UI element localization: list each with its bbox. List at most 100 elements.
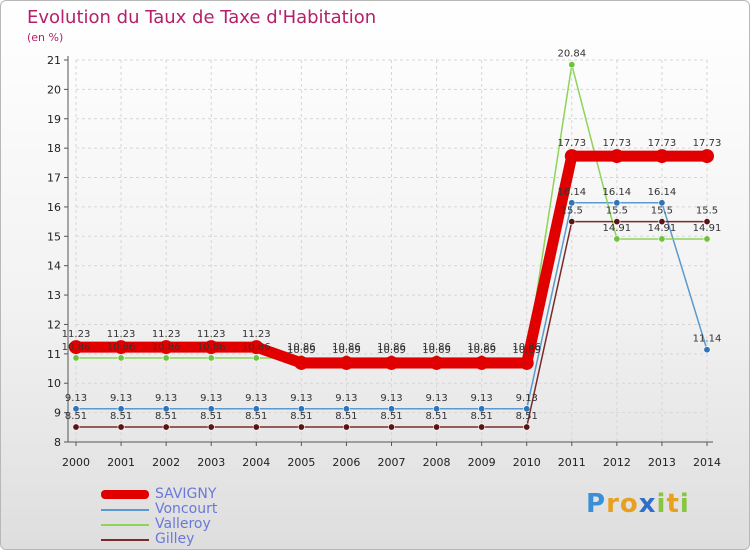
y-tick-label-21: 21 (47, 54, 61, 67)
logo-letter: P (586, 489, 607, 519)
data-label-valleroy-2009: 10.86 (467, 342, 496, 353)
data-label-gilley-2000: 8.51 (65, 411, 87, 422)
legend-swatch-valleroy (101, 523, 149, 526)
point-gilley-2006 (342, 423, 350, 431)
point-voncourt-2010 (523, 405, 531, 413)
data-label-voncourt-2002: 9.13 (155, 393, 177, 404)
point-gilley-2001 (117, 423, 125, 431)
x-tick-label-2006: 2006 (332, 456, 360, 469)
point-savigny-2008 (429, 355, 444, 370)
point-gilley-2010 (523, 423, 531, 431)
logo-letter: r (606, 489, 620, 519)
x-tick-label-2004: 2004 (242, 456, 270, 469)
data-label-savigny-2003: 11.23 (197, 329, 226, 340)
point-gilley-2013 (658, 218, 666, 226)
x-tick-label-2011: 2011 (558, 456, 586, 469)
point-voncourt-2012 (613, 199, 621, 207)
data-label-savigny-2013: 17.73 (648, 138, 677, 149)
data-label-savigny-2012: 17.73 (603, 138, 632, 149)
data-label-valleroy-2011: 20.84 (557, 49, 586, 60)
x-tick-label-2008: 2008 (423, 456, 451, 469)
data-label-gilley-2013: 15.5 (651, 206, 673, 217)
point-savigny-2003 (204, 340, 219, 355)
legend-item-gilley: Gilley (101, 532, 217, 547)
point-valleroy-2011 (568, 61, 576, 69)
point-valleroy-2000 (72, 354, 80, 362)
point-valleroy-2004 (252, 354, 260, 362)
point-voncourt-2007 (387, 405, 395, 413)
data-label-valleroy-2012: 14.91 (603, 223, 632, 234)
data-label-voncourt-2010: 9.13 (516, 393, 538, 404)
chart-legend: SAVIGNY Voncourt Valleroy Gilley (101, 487, 217, 547)
point-valleroy-2013 (658, 235, 666, 243)
y-tick-label-14: 14 (47, 260, 61, 273)
y-tick-label-18: 18 (47, 142, 61, 155)
point-savigny-2010 (519, 355, 534, 370)
legend-label-valleroy: Valleroy (155, 516, 211, 532)
legend-swatch-voncourt (101, 508, 149, 511)
legend-swatch-savigny (101, 490, 149, 499)
point-valleroy-2003 (207, 354, 215, 362)
point-voncourt-2002 (162, 405, 170, 413)
data-label-gilley-2010: 8.51 (516, 411, 538, 422)
data-label-voncourt-2005: 9.13 (290, 393, 312, 404)
point-savigny-2000 (69, 340, 83, 355)
point-gilley-2007 (387, 423, 395, 431)
data-label-savigny-2002: 11.23 (152, 329, 181, 340)
data-label-savigny-2000: 11.23 (62, 329, 91, 340)
y-tick-label-15: 15 (47, 230, 61, 243)
x-tick-label-2001: 2001 (107, 456, 135, 469)
point-savigny-2002 (159, 340, 174, 355)
chart-title: Evolution du Taux de Taxe d'Habitation (27, 7, 377, 28)
point-voncourt-2011 (568, 199, 576, 207)
logo-letter: i (679, 489, 690, 519)
point-savigny-2004 (249, 340, 264, 355)
point-voncourt-2003 (207, 405, 215, 413)
legend-item-valleroy: Valleroy (101, 517, 217, 532)
data-label-savigny-2009: 10.69 (467, 345, 496, 356)
data-label-valleroy-2005: 10.86 (287, 342, 316, 353)
data-label-savigny-2001: 11.23 (107, 329, 136, 340)
data-label-voncourt-2009: 9.13 (471, 393, 493, 404)
point-valleroy-2014 (703, 235, 711, 243)
data-label-voncourt-2004: 9.13 (245, 393, 267, 404)
point-gilley-2004 (252, 423, 260, 431)
data-label-savigny-2008: 10.69 (422, 345, 451, 356)
point-savigny-2009 (474, 355, 489, 370)
data-label-savigny-2010: 10.69 (512, 345, 541, 356)
data-label-gilley-2012: 15.5 (606, 206, 628, 217)
y-tick-label-9: 9 (54, 407, 61, 420)
legend-item-savigny: SAVIGNY (101, 487, 217, 502)
point-savigny-2006 (339, 355, 354, 370)
data-label-voncourt-2000: 9.13 (65, 393, 87, 404)
data-label-savigny-2006: 10.69 (332, 345, 361, 356)
logo-letter: i (656, 489, 667, 519)
point-voncourt-2001 (117, 405, 125, 413)
data-label-valleroy-2003: 10.86 (197, 342, 226, 353)
data-label-gilley-2014: 15.5 (696, 206, 718, 217)
proxiti-logo: Proxiti (586, 489, 690, 519)
point-valleroy-2012 (613, 235, 621, 243)
point-gilley-2008 (433, 423, 441, 431)
point-voncourt-2000 (72, 405, 80, 413)
data-label-voncourt-2011: 16.14 (557, 187, 586, 198)
data-label-gilley-2006: 8.51 (335, 411, 357, 422)
data-label-voncourt-2007: 9.13 (380, 393, 402, 404)
data-label-gilley-2011: 15.5 (561, 206, 583, 217)
x-tick-label-2005: 2005 (287, 456, 315, 469)
x-tick-label-2013: 2013 (648, 456, 676, 469)
point-voncourt-2009 (478, 405, 486, 413)
data-label-gilley-2009: 8.51 (471, 411, 493, 422)
x-tick-label-2007: 2007 (378, 456, 406, 469)
point-savigny-2013 (654, 149, 669, 164)
point-gilley-2012 (613, 218, 621, 226)
x-tick-label-2012: 2012 (603, 456, 631, 469)
data-label-gilley-2005: 8.51 (290, 411, 312, 422)
y-tick-label-20: 20 (47, 83, 61, 96)
legend-label-voncourt: Voncourt (155, 501, 218, 517)
point-savigny-2005 (294, 355, 309, 370)
point-voncourt-2014 (703, 346, 711, 354)
logo-letter: o (619, 489, 639, 519)
